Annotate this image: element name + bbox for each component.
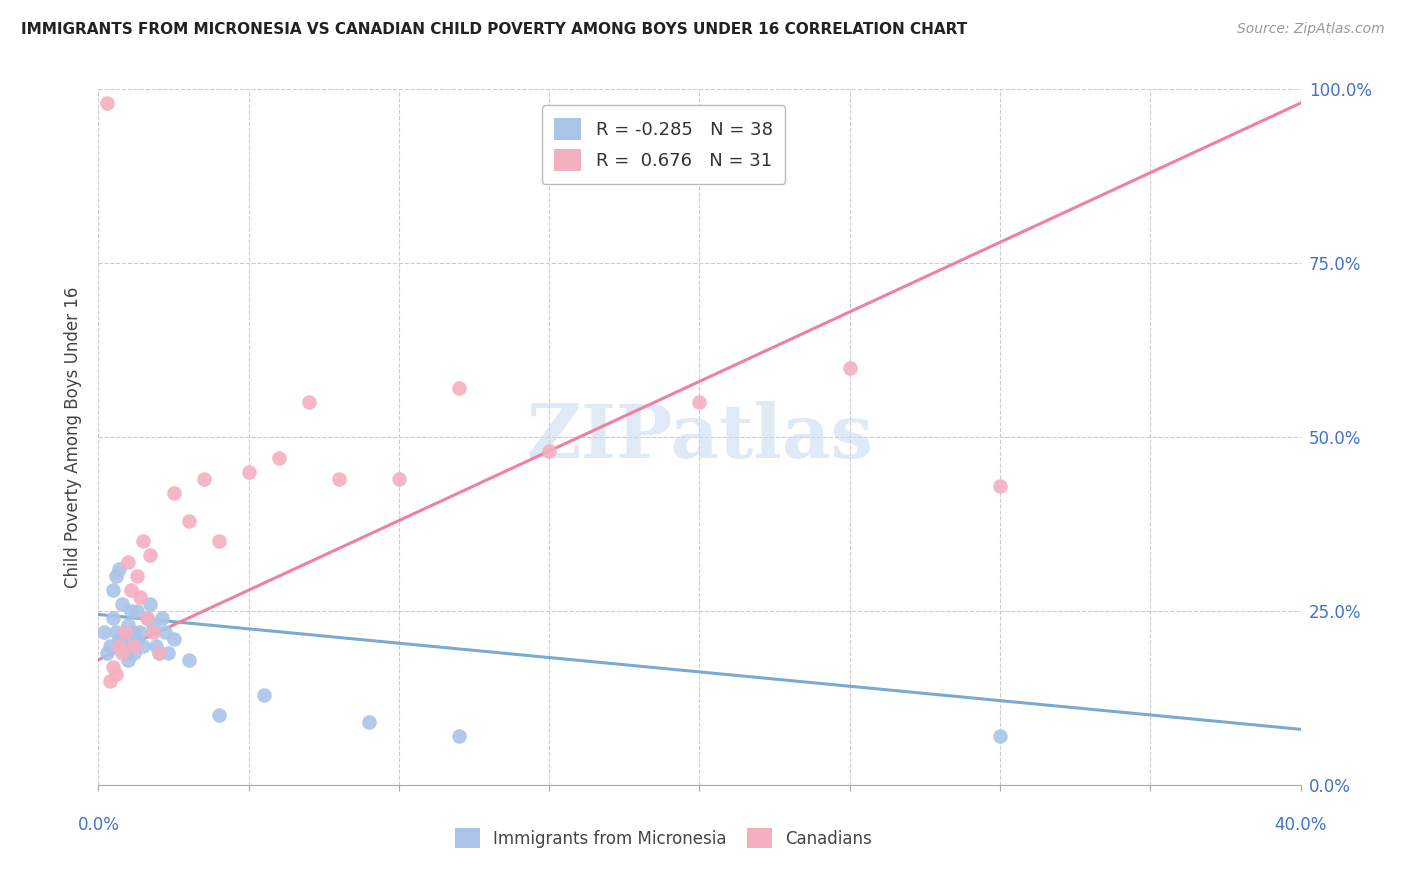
Point xyxy=(105,569,128,583)
Point xyxy=(117,653,139,667)
Text: IMMIGRANTS FROM MICRONESIA VS CANADIAN CHILD POVERTY AMONG BOYS UNDER 16 CORRELA: IMMIGRANTS FROM MICRONESIA VS CANADIAN C… xyxy=(21,22,967,37)
Point xyxy=(328,472,350,486)
Point xyxy=(138,597,160,611)
Point xyxy=(138,549,160,563)
Point xyxy=(129,624,152,639)
Point xyxy=(96,646,118,660)
Point xyxy=(96,96,118,111)
Point xyxy=(108,562,131,576)
Point xyxy=(124,624,146,639)
Point xyxy=(447,729,470,743)
Point xyxy=(156,646,179,660)
Point xyxy=(111,597,134,611)
Point xyxy=(105,624,128,639)
Point xyxy=(105,666,128,681)
Point xyxy=(114,624,136,639)
Text: Source: ZipAtlas.com: Source: ZipAtlas.com xyxy=(1237,22,1385,37)
Point xyxy=(150,611,173,625)
Point xyxy=(93,624,115,639)
Point xyxy=(193,472,215,486)
Point xyxy=(124,639,146,653)
Legend: Immigrants from Micronesia, Canadians: Immigrants from Micronesia, Canadians xyxy=(447,820,880,856)
Point xyxy=(127,632,149,646)
Point xyxy=(108,632,131,646)
Point xyxy=(129,590,152,604)
Text: 40.0%: 40.0% xyxy=(1274,816,1327,834)
Point xyxy=(124,646,146,660)
Point xyxy=(121,632,143,646)
Point xyxy=(238,465,260,479)
Point xyxy=(988,479,1011,493)
Point xyxy=(108,639,131,653)
Point xyxy=(267,450,290,465)
Point xyxy=(100,639,122,653)
Point xyxy=(114,624,136,639)
Point xyxy=(538,444,561,458)
Point xyxy=(117,618,139,632)
Point xyxy=(114,646,136,660)
Point xyxy=(148,646,170,660)
Point xyxy=(141,618,163,632)
Point xyxy=(148,646,170,660)
Point xyxy=(141,624,163,639)
Point xyxy=(153,624,176,639)
Point xyxy=(208,534,231,549)
Point xyxy=(111,639,134,653)
Point xyxy=(135,611,157,625)
Point xyxy=(103,611,125,625)
Point xyxy=(689,395,711,409)
Point xyxy=(100,673,122,688)
Point xyxy=(988,729,1011,743)
Point xyxy=(838,360,860,375)
Point xyxy=(162,632,184,646)
Point xyxy=(103,583,125,598)
Point xyxy=(208,708,231,723)
Text: 0.0%: 0.0% xyxy=(77,816,120,834)
Text: ZIPatlas: ZIPatlas xyxy=(526,401,873,474)
Point xyxy=(253,688,276,702)
Point xyxy=(298,395,321,409)
Point xyxy=(388,472,411,486)
Point xyxy=(135,611,157,625)
Point xyxy=(145,639,167,653)
Point xyxy=(121,604,143,618)
Point xyxy=(121,583,143,598)
Point xyxy=(357,715,380,730)
Point xyxy=(111,646,134,660)
Point xyxy=(127,604,149,618)
Point xyxy=(132,534,155,549)
Point xyxy=(177,514,200,528)
Point xyxy=(447,381,470,395)
Point xyxy=(132,639,155,653)
Point xyxy=(162,485,184,500)
Point xyxy=(117,555,139,569)
Point xyxy=(127,569,149,583)
Point xyxy=(103,659,125,673)
Point xyxy=(177,653,200,667)
Y-axis label: Child Poverty Among Boys Under 16: Child Poverty Among Boys Under 16 xyxy=(65,286,83,588)
